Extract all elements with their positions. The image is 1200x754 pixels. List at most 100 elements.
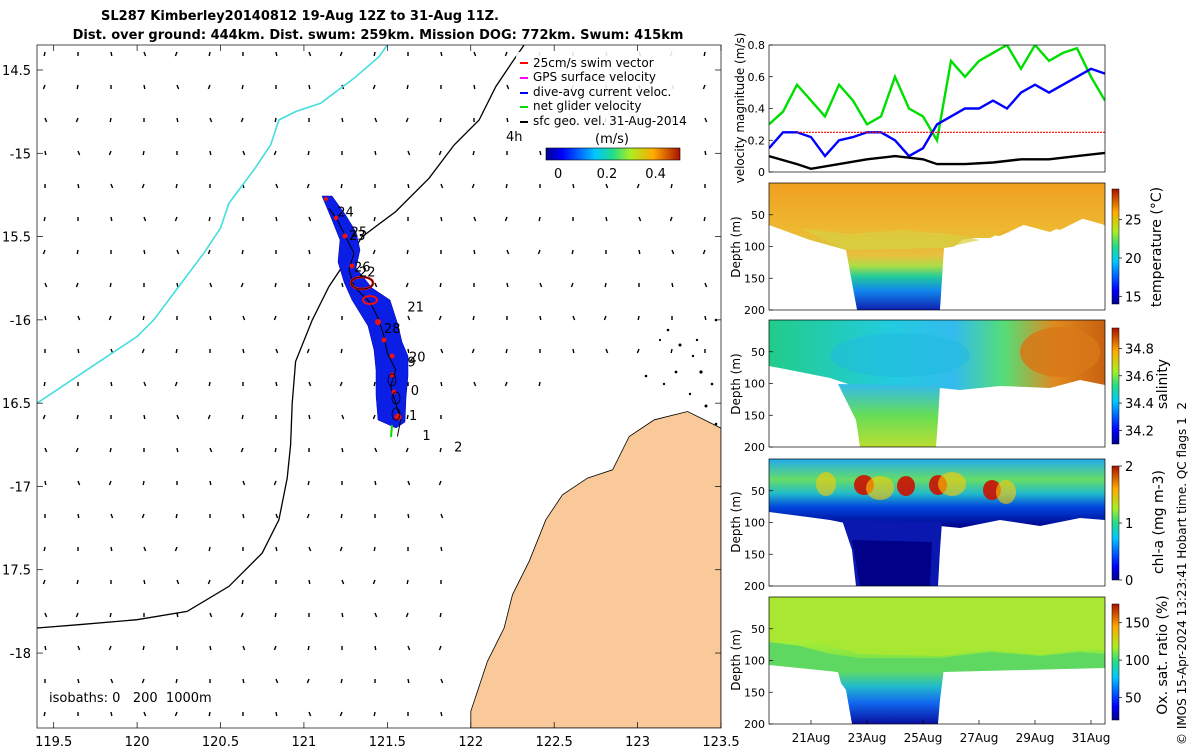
salinity-ylabel: Depth (m) — [729, 353, 743, 414]
velocity-arrow — [605, 216, 608, 222]
velocity-arrow — [77, 678, 80, 684]
velocity-arrow — [110, 216, 113, 222]
velocity-arrow — [176, 249, 180, 255]
colorbar-tick-label: 0 — [1125, 574, 1133, 589]
velocity-arrow — [43, 546, 46, 552]
day-label: 26 — [354, 261, 371, 276]
velocity-arrow — [374, 117, 378, 123]
velocity-arrow — [407, 348, 410, 354]
velocity-arrow — [77, 513, 80, 519]
velocity-arrow — [373, 51, 376, 57]
velocity-arrow — [241, 579, 244, 585]
island-dot — [658, 338, 662, 342]
velocity-arrow — [110, 51, 113, 57]
velocity-arrow — [439, 117, 442, 123]
interval-label: 4h — [506, 130, 523, 145]
day-label: 9 — [407, 356, 415, 371]
velocity-arrow — [473, 249, 476, 255]
velocity-arrow — [406, 579, 409, 585]
depth-y-tick-label: 100 — [744, 378, 765, 391]
temperature-colorbar — [1111, 188, 1120, 305]
glider-marker — [342, 233, 348, 239]
oxygen-section-panel: 50 100 150 200 21Aug 23Aug 25Aug 27Aug 29Aug 31A… — [729, 595, 1171, 745]
salinity-colorbar-label: salinity — [1155, 359, 1171, 409]
velocity-arrow — [340, 348, 343, 354]
velocity-arrow — [670, 348, 673, 354]
velocity-arrow — [407, 678, 410, 684]
chl-mid-patches — [816, 472, 1016, 504]
velocity-arrow — [209, 612, 213, 618]
glider-marker — [333, 215, 339, 221]
velocity-arrow — [275, 381, 278, 387]
velocity-arrow — [471, 183, 475, 189]
velocity-arrow — [704, 150, 707, 156]
oxygen-colorbar-ticks: 50 100 150 — [1119, 617, 1150, 707]
velocity-arrow — [273, 150, 277, 156]
time-x-axis: 21Aug 23Aug 25Aug 27Aug 29Aug 31Aug — [792, 720, 1110, 745]
velocity-arrow — [407, 150, 411, 156]
glider-loop-outline — [350, 276, 374, 290]
velocity-arrow — [308, 711, 312, 717]
depth-y-tick-label: 200 — [744, 580, 765, 593]
velocity-arrow — [176, 414, 180, 420]
velocity-arrow — [307, 150, 310, 156]
velocity-arrow — [339, 51, 343, 57]
legend-net-glider-velocity: net glider velocity — [533, 99, 641, 113]
island-dot — [699, 370, 703, 374]
chart-title-line1: SL287 Kimberley20140812 19-Aug 12Z to 31… — [101, 9, 499, 24]
isobath-1000m-line — [37, 45, 525, 629]
velocity-arrow — [209, 117, 213, 123]
glider-loop-outline — [391, 407, 401, 421]
velocity-arrow — [308, 84, 311, 90]
velocity-arrow — [339, 546, 343, 552]
glider-marker — [389, 353, 395, 359]
chl-patch — [996, 480, 1016, 504]
velocity-arrow — [44, 315, 47, 321]
velocity-arrow — [439, 282, 442, 288]
velocity-arrow — [440, 678, 444, 684]
temperature-gap-left — [769, 225, 857, 310]
velocity-arrow — [242, 315, 246, 321]
velocity-arrow — [372, 249, 376, 255]
velocity-arrow — [407, 183, 410, 189]
velocity-arrow — [141, 183, 145, 189]
footer-timestamp: © IMOS 15-Apr-2024 13:23:41 Hobart time.… — [1175, 402, 1189, 745]
velocity-ylabel: velocity magnitude (m/s) — [733, 33, 747, 184]
velocity-arrow — [108, 480, 112, 486]
map-y-tick-label: -16 — [10, 314, 31, 329]
velocity-arrow — [440, 711, 443, 717]
velocity-arrow — [374, 282, 378, 288]
salinity-y-axis: 50 100 150 200 — [744, 346, 773, 454]
velocity-arrow — [43, 711, 46, 717]
velocity-arrow — [242, 645, 246, 651]
velocity-arrow — [671, 249, 675, 255]
velocity-arrow — [340, 513, 343, 519]
velocity-arrow — [407, 645, 411, 651]
velocity-arrow — [308, 51, 312, 57]
velocity-arrow — [76, 249, 79, 255]
glider-loop-outline — [391, 391, 401, 405]
velocity-arrow — [636, 348, 640, 354]
day-label: 20 — [409, 351, 426, 366]
velocity-arrow — [75, 447, 79, 453]
oxygen-colorbar — [1111, 603, 1120, 721]
chl-trough-core — [852, 540, 932, 586]
velocity-arrow — [604, 282, 607, 288]
velocity-arrow — [440, 381, 443, 387]
glider-marker — [349, 263, 355, 269]
velocity-arrow — [275, 513, 279, 519]
velocity-arrow — [109, 612, 112, 618]
velocity-arrow — [638, 249, 641, 255]
velocity-y-axis: 0 0.2 0.4 0.6 0.8 — [748, 39, 773, 179]
oxygen-gap-right — [938, 668, 1105, 724]
glider-marker — [389, 372, 395, 378]
velocity-arrow — [406, 414, 409, 420]
velocity-arrow — [373, 711, 376, 717]
velocity-arrow — [43, 216, 46, 222]
velocity-arrow — [275, 51, 278, 57]
day-label: 2 — [454, 440, 462, 455]
velocity-arrow — [209, 645, 212, 651]
velocity-arrow — [306, 678, 310, 684]
